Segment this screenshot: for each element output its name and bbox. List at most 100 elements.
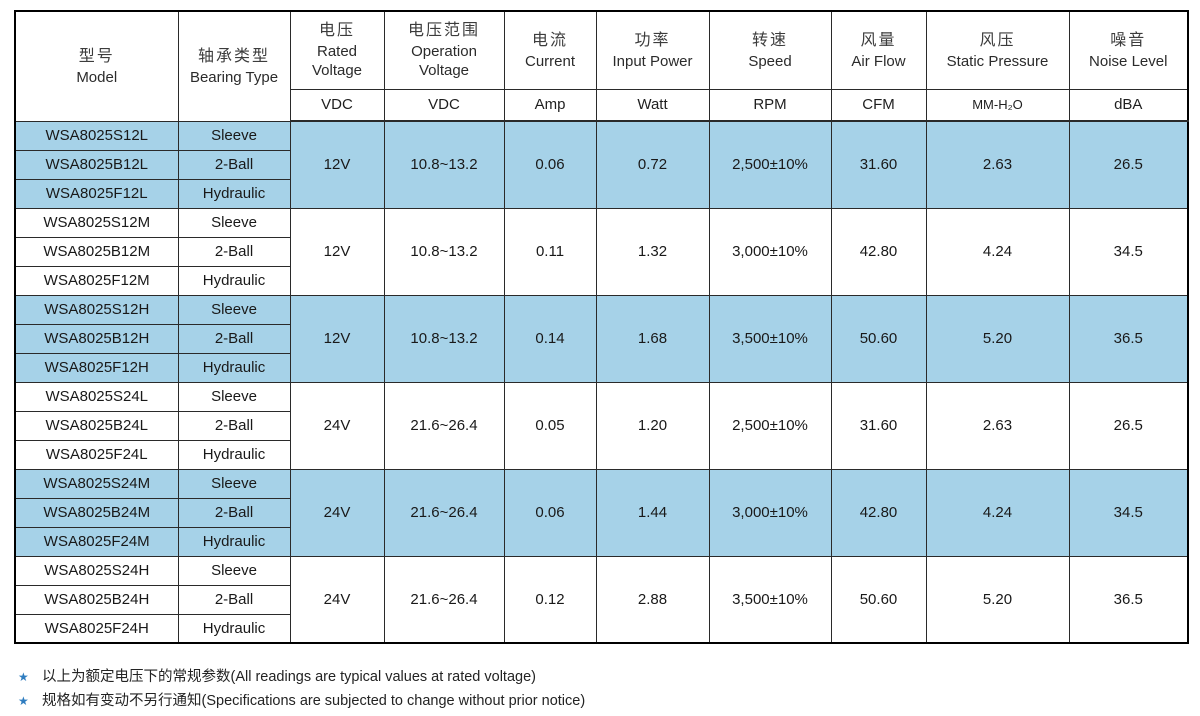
column-header-speed: 转速 Speed xyxy=(708,10,832,90)
column-header-bearing-type: 轴承类型 Bearing Type xyxy=(177,10,291,122)
bearing-type-cell: 2-Ball xyxy=(177,236,291,267)
current-cell: 0.11 xyxy=(503,207,597,296)
table-row: WSA8025B24L 2-Ball xyxy=(14,410,1188,441)
air_flow-cell: 42.80 xyxy=(830,468,927,557)
column-header-current: 电流 Current xyxy=(503,10,597,90)
star-icon: ★ xyxy=(18,694,29,708)
air_flow-cell: 31.60 xyxy=(830,381,927,470)
rated_voltage-cell: 24V xyxy=(289,555,385,644)
table-row: WSA8025S12M Sleeve 12V 10.8~13.2 0.11 1.32 3,0… xyxy=(14,207,1189,296)
footnote-text: 以上为额定电压下的常规参数(All readings are typical v… xyxy=(42,669,536,685)
static_pressure-cell: 2.63 xyxy=(925,381,1070,470)
input_power-cell: 1.32 xyxy=(595,207,710,296)
table-row: WSA8025B24H 2-Ball xyxy=(14,584,1188,615)
model-cell: WSA8025S24L xyxy=(14,381,179,412)
air_flow-cell: 50.60 xyxy=(830,555,927,644)
input_power-cell: 2.88 xyxy=(595,555,710,644)
unit-speed: RPM xyxy=(708,88,832,122)
model-cell: WSA8025B12H xyxy=(14,323,179,354)
footnotes: ★ 以上为额定电压下的常规参数(All readings are typical… xyxy=(18,668,1118,716)
speed-cell: 3,500±10% xyxy=(708,294,832,383)
header-label-cn: 轴承类型 xyxy=(197,47,270,65)
noise_level-cell: 36.5 xyxy=(1068,555,1189,644)
operation_voltage-cell: 10.8~13.2 xyxy=(383,207,505,296)
static_pressure-cell: 5.20 xyxy=(925,294,1070,383)
table-header: 型号 Model 轴承类型 Bearing Type 电压 Rated Voltage 电压… xyxy=(14,10,1189,122)
column-header-operation-voltage: 电压范围 Operation Voltage xyxy=(383,10,505,90)
model-cell: WSA8025B12L xyxy=(14,149,179,180)
unit-input-power: Watt xyxy=(595,88,710,122)
model-cell: WSA8025F12L xyxy=(14,178,179,209)
speed-cell: 2,500±10% xyxy=(708,120,832,209)
star-icon: ★ xyxy=(18,670,29,684)
static_pressure-cell: 4.24 xyxy=(925,468,1070,557)
speed-cell: 3,000±10% xyxy=(708,207,832,296)
bearing-type-cell: 2-Ball xyxy=(177,497,291,528)
table-row: WSA8025B12L 2-Ball xyxy=(14,149,1188,180)
table-row: WSA8025S12H Sleeve 12V 10.8~13.2 0.14 1.68 3,5… xyxy=(14,294,1189,383)
current-cell: 0.05 xyxy=(503,381,597,470)
speed-cell: 2,500±10% xyxy=(708,381,832,470)
unit-operation-voltage: VDC xyxy=(383,88,505,122)
table-row: WSA8025F24H Hydraulic xyxy=(14,613,1188,644)
column-header-rated-voltage: 电压 Rated Voltage xyxy=(289,10,385,90)
model-cell: WSA8025B12M xyxy=(14,236,179,267)
header-label-en: Static Pressure xyxy=(946,52,1049,70)
bearing-type-cell: Sleeve xyxy=(177,555,291,586)
header-label-en: Bearing Type xyxy=(189,68,279,86)
header-label-cn: 电压范围 xyxy=(407,22,480,40)
speed-cell: 3,500±10% xyxy=(708,555,832,644)
table-row: WSA8025B12M 2-Ball xyxy=(14,236,1188,267)
static_pressure-cell: 4.24 xyxy=(925,207,1070,296)
bearing-type-cell: Hydraulic xyxy=(177,178,291,209)
model-cell: WSA8025B24M xyxy=(14,497,179,528)
bearing-type-cell: Sleeve xyxy=(177,381,291,412)
footnote-line: ★ 以上为额定电压下的常规参数(All readings are typical… xyxy=(18,668,1118,687)
bearing-type-cell: Sleeve xyxy=(177,294,291,325)
table-row: WSA8025F24M Hydraulic xyxy=(14,526,1188,557)
air_flow-cell: 42.80 xyxy=(830,207,927,296)
model-cell: WSA8025S24M xyxy=(14,468,179,499)
header-label-en: Operation Voltage xyxy=(411,43,477,80)
unit-rated-voltage: VDC xyxy=(289,88,385,122)
rated_voltage-cell: 24V xyxy=(289,381,385,470)
model-cell: WSA8025S12M xyxy=(14,207,179,238)
table-row: WSA8025F24L Hydraulic xyxy=(14,439,1188,470)
current-cell: 0.14 xyxy=(503,294,597,383)
unit-air-flow: CFM xyxy=(830,88,927,122)
bearing-type-cell: 2-Ball xyxy=(177,410,291,441)
header-label-cn: 功率 xyxy=(634,31,671,49)
bearing-type-cell: Sleeve xyxy=(177,468,291,499)
unit-label: RPM xyxy=(753,95,787,113)
footnote-text: 规格如有变动不另行通知(Specifications are subjected… xyxy=(42,693,586,709)
model-cell: WSA8025F24H xyxy=(14,613,179,644)
fan-spec-table: 型号 Model 轴承类型 Bearing Type 电压 Rated Voltage 电压… xyxy=(14,10,1189,644)
unit-label: Amp xyxy=(534,95,566,113)
bearing-type-cell: Sleeve xyxy=(177,120,291,151)
column-header-static-pressure: 风压 Static Pressure xyxy=(925,10,1070,90)
table-row: WSA8025S24L Sleeve 24V 21.6~26.4 0.05 1.20 2,5… xyxy=(14,381,1189,470)
model-cell: WSA8025F12H xyxy=(14,352,179,383)
header-label-cn: 风压 xyxy=(979,31,1016,49)
air_flow-cell: 31.60 xyxy=(830,120,927,209)
bearing-type-cell: 2-Ball xyxy=(177,584,291,615)
header-label-cn: 电压 xyxy=(318,22,355,40)
operation_voltage-cell: 21.6~26.4 xyxy=(383,468,505,557)
header-label-en: Speed xyxy=(748,52,792,70)
column-header-air-flow: 风量 Air Flow xyxy=(830,10,927,90)
table-row: WSA8025S12L Sleeve 12V 10.8~13.2 0.06 0.72 2,5… xyxy=(14,120,1189,209)
speed-cell: 3,000±10% xyxy=(708,468,832,557)
unit-label: dBA xyxy=(1114,95,1143,113)
table-row: WSA8025B12H 2-Ball xyxy=(14,323,1188,354)
unit-label: Watt xyxy=(637,95,668,113)
current-cell: 0.06 xyxy=(503,120,597,209)
noise_level-cell: 34.5 xyxy=(1068,207,1189,296)
unit-static-pressure: MM-H₂O xyxy=(925,88,1070,122)
operation_voltage-cell: 21.6~26.4 xyxy=(383,555,505,644)
model-cell: WSA8025F24M xyxy=(14,526,179,557)
air_flow-cell: 50.60 xyxy=(830,294,927,383)
noise_level-cell: 36.5 xyxy=(1068,294,1189,383)
current-cell: 0.12 xyxy=(503,555,597,644)
header-label-cn: 风量 xyxy=(860,31,897,49)
noise_level-cell: 26.5 xyxy=(1068,381,1189,470)
